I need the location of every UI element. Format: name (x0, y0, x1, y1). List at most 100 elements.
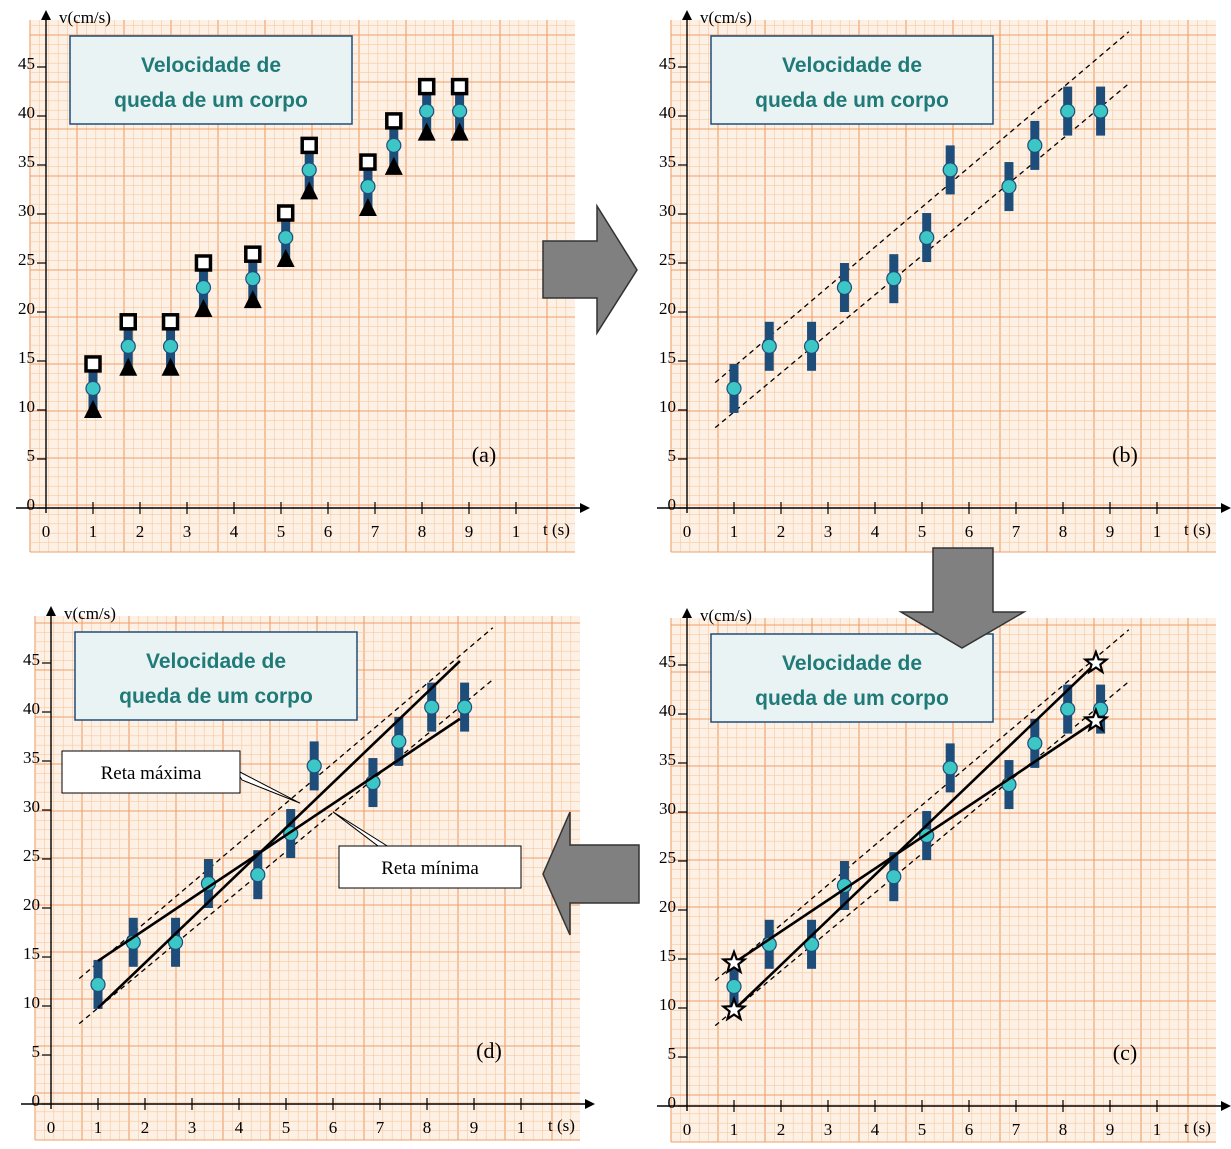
x-tick-label: 8 (418, 522, 427, 541)
data-point (90, 959, 106, 1009)
point-marker (1027, 735, 1043, 752)
x-tick-label: 1 (1153, 1120, 1162, 1139)
x-tick-label: 3 (824, 1120, 833, 1139)
x-tick-label: 2 (777, 522, 786, 541)
data-point (836, 263, 853, 312)
y-axis-label: v(cm/s) (64, 604, 116, 623)
data-point (450, 77, 469, 141)
data-point (1092, 86, 1109, 136)
x-tick-label: 5 (918, 1120, 927, 1139)
x-tick-label: 7 (376, 1118, 385, 1137)
lower-triangle-marker (276, 249, 295, 268)
chart-title-line-1: Velocidade de (782, 54, 922, 77)
max-slope-line (733, 662, 1097, 1011)
x-tick-label: 7 (1012, 522, 1021, 541)
data-point (886, 254, 902, 304)
x-tick-label: 6 (324, 522, 333, 541)
x-tick-label: 6 (965, 522, 974, 541)
y-tick-label: 5 (668, 1044, 677, 1063)
point-marker (1027, 137, 1043, 153)
point-marker (919, 229, 935, 246)
x-axis-label: t (s) (1184, 520, 1211, 539)
y-tick-label: 45 (23, 650, 40, 669)
upper-square-marker (450, 77, 469, 96)
data-point (250, 850, 266, 900)
y-tick-label: 25 (18, 250, 35, 269)
y-tick-label: 15 (18, 348, 35, 367)
point-marker (306, 758, 322, 774)
envelope-line-upper (714, 629, 1130, 982)
x-axis-label: t (s) (543, 520, 570, 539)
y-tick-label: 20 (23, 895, 40, 914)
x-tick-label: 1 (89, 522, 98, 541)
point-marker (1060, 103, 1076, 119)
x-tick-label: 1 (730, 522, 739, 541)
data-point (942, 145, 958, 195)
data-point (1060, 86, 1076, 136)
x-tick-label: 4 (871, 522, 880, 541)
x-tick-label: 1 (1153, 522, 1162, 541)
data-point (803, 321, 820, 371)
lower-triangle-marker (243, 290, 262, 309)
x-tick-label: 8 (423, 1118, 432, 1137)
panel-tag: (d) (476, 1038, 502, 1063)
title-box-frame (710, 633, 994, 723)
lower-triangle-marker (417, 122, 436, 141)
x-tick-label: 9 (1106, 1120, 1115, 1139)
x-tick-label: 1 (730, 1120, 739, 1139)
point-marker (1060, 701, 1076, 717)
point-marker (726, 978, 742, 995)
point-marker (942, 760, 958, 776)
lower-triangle-marker (119, 357, 138, 376)
data-point (919, 213, 935, 263)
x-tick-label: 9 (470, 1118, 479, 1137)
x-tick-label: 0 (47, 1118, 56, 1137)
y-tick-label: 45 (659, 54, 676, 73)
chart-title-line-2: queda de um corpo (119, 685, 313, 708)
x-tick-label: 2 (141, 1118, 150, 1137)
min-slope-line (97, 717, 461, 963)
x-tick-label: 5 (277, 522, 286, 541)
upper-square-marker (161, 313, 180, 331)
flow-arrows (542, 203, 1027, 936)
y-tick-label: 35 (659, 750, 676, 769)
title-box-frame (69, 35, 353, 125)
upper-square-marker (300, 136, 318, 155)
y-tick-label: 0 (668, 1093, 677, 1112)
x-tick-label: 9 (465, 522, 474, 541)
point-marker (391, 733, 407, 750)
point-marker (457, 699, 473, 715)
star-marker (1082, 706, 1110, 733)
upper-square-marker (359, 153, 377, 171)
chart-title-line-2: queda de um corpo (114, 89, 308, 112)
x-tick-label: 4 (230, 522, 239, 541)
panel-tag: (b) (1112, 442, 1138, 467)
x-tick-label: 6 (965, 1120, 974, 1139)
y-tick-label: 45 (18, 54, 35, 73)
x-tick-label: 0 (683, 522, 692, 541)
y-tick-label: 35 (18, 152, 35, 171)
x-tick-label: 1 (512, 522, 521, 541)
upper-square-marker (244, 245, 262, 263)
x-tick-label: 9 (1106, 522, 1115, 541)
callout-reta-minima: Reta mínima (332, 811, 522, 889)
x-tick-label: 5 (918, 522, 927, 541)
arrow-left-c-to-d (542, 811, 640, 936)
y-tick-label: 25 (23, 846, 40, 865)
data-point (1027, 120, 1043, 170)
data-point (391, 716, 407, 766)
point-marker (1092, 103, 1109, 119)
lower-triangle-marker (84, 399, 102, 418)
min-slope-line (733, 719, 1097, 965)
x-tick-label: 5 (282, 1118, 291, 1137)
point-marker (836, 279, 853, 296)
data-point (761, 321, 777, 371)
chart-title-line-1: Velocidade de (782, 652, 922, 675)
y-tick-label: 35 (23, 748, 40, 767)
envelope-line-upper (714, 31, 1130, 384)
y-tick-label: 10 (23, 993, 40, 1012)
